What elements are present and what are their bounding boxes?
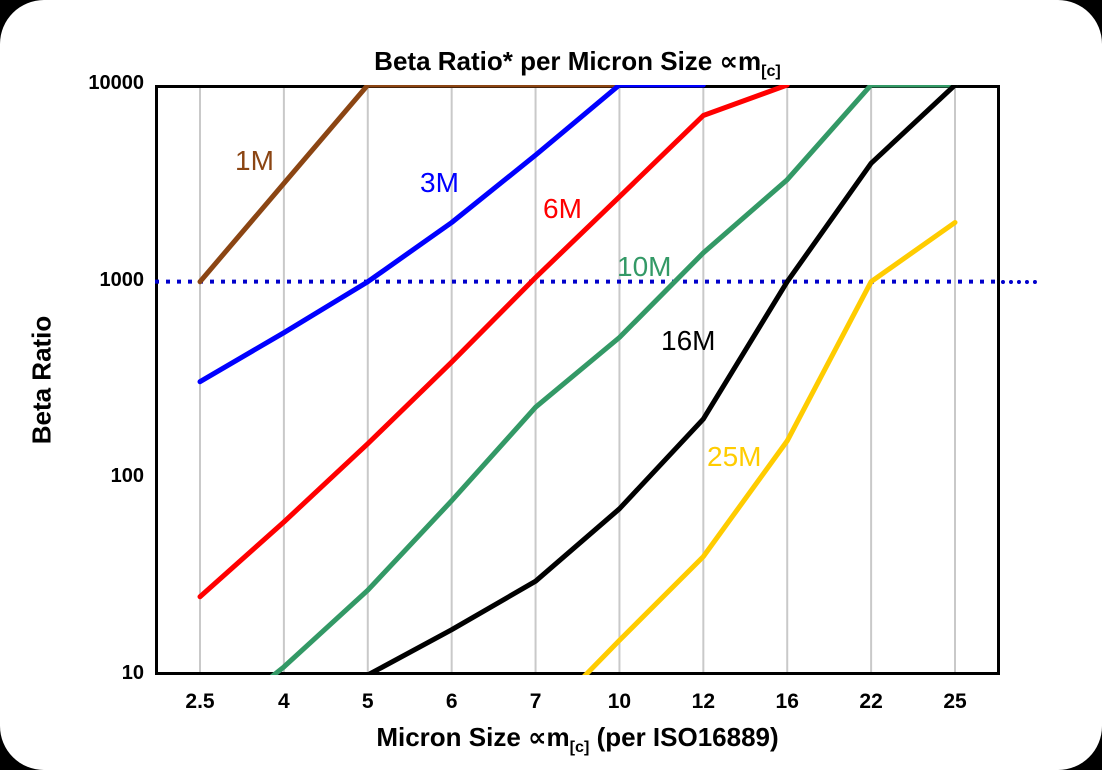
series-line-3M <box>197 85 706 385</box>
y-axis-label: Beta Ratio <box>26 315 57 445</box>
plot-canvas <box>155 85 1000 675</box>
x-axis-label-subscript: [c] <box>569 738 590 757</box>
x-tick-2.5: 2.5 <box>185 690 215 713</box>
plot-area: 1M 3M 6M 10M 16M 25M <box>155 85 1000 675</box>
y-tick-100: 100 <box>110 465 144 488</box>
series-label-10M: 10M <box>617 251 672 282</box>
series-line-10M <box>269 85 958 675</box>
series-label-16M: 16M <box>661 325 716 356</box>
x-axis-label-suffix: (per ISO16889) <box>589 722 779 752</box>
x-tick-6: 6 <box>445 690 458 713</box>
y-tick-10000: 10000 <box>88 72 144 94</box>
series-label-25M: 25M <box>707 441 762 472</box>
x-tick-22: 22 <box>859 690 883 713</box>
x-tick-5: 5 <box>361 690 374 713</box>
series-label-3M: 3M <box>420 167 459 198</box>
series-line-1M <box>197 85 622 285</box>
chart-title-subscript: [c] <box>761 62 781 81</box>
x-tick-25: 25 <box>943 690 967 713</box>
y-tick-1000: 1000 <box>99 268 145 291</box>
x-tick-12: 12 <box>691 690 715 713</box>
series-line-25M <box>582 220 958 675</box>
chart-title-text: Beta Ratio* per Micron Size ∝m <box>374 46 762 76</box>
x-tick-7: 7 <box>529 690 542 713</box>
x-tick-16: 16 <box>775 690 799 713</box>
reference-line-extension <box>1001 280 1037 284</box>
plot-border <box>155 85 1000 675</box>
y-tick-10: 10 <box>121 662 144 684</box>
series-label-1M: 1M <box>235 145 274 176</box>
x-tick-4: 4 <box>278 690 290 713</box>
series-line-6M <box>197 85 790 600</box>
x-axis-label-text: Micron Size ∝m <box>376 722 570 752</box>
x-tick-10: 10 <box>607 690 632 713</box>
chart-title: Beta Ratio* per Micron Size ∝m[c] <box>155 46 1000 81</box>
series-label-6M: 6M <box>543 193 582 224</box>
series-line-16M <box>365 85 958 675</box>
x-axis-label: Micron Size ∝m[c] (per ISO16889) <box>155 722 1000 757</box>
